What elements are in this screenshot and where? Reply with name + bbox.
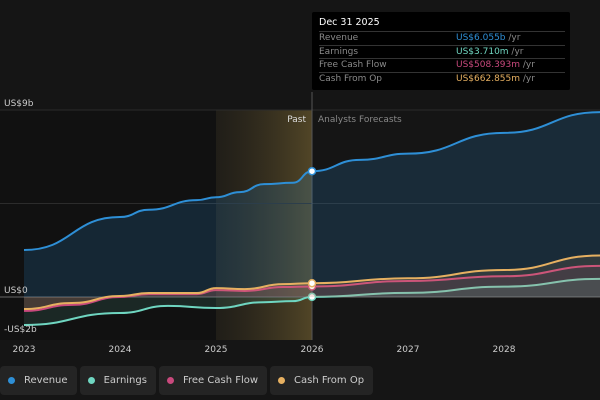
- y-tick-label: US$0: [4, 286, 28, 296]
- past-region: [0, 110, 216, 340]
- x-tick-label: 2026: [301, 345, 324, 355]
- x-tick-label: 2025: [205, 345, 228, 355]
- legend-label: Cash From Op: [294, 375, 365, 386]
- legend: Revenue Earnings Free Cash Flow Cash From O…: [0, 366, 374, 395]
- legend-item-earnings[interactable]: Earnings: [79, 366, 156, 395]
- legend-item-cash-from-op[interactable]: Cash From Op: [270, 366, 374, 395]
- legend-item-revenue[interactable]: Revenue: [0, 366, 77, 395]
- tooltip-amount: US$6.055b: [456, 33, 506, 43]
- revenue-line: [23, 111, 600, 252]
- chart: US$9b US$0 -US$2b 2023 2024 2025 2026 2027 2028 P…: [0, 92, 600, 355]
- tooltip-label: Revenue: [319, 33, 359, 43]
- tooltip-label: Free Cash Flow: [319, 60, 387, 70]
- legend-label: Earnings: [103, 375, 147, 386]
- free-cash-flow-line: [23, 264, 600, 312]
- revenue-marker: [307, 166, 317, 176]
- forecast-label: Analysts Forecasts: [318, 115, 402, 125]
- legend-label: Revenue: [24, 375, 68, 386]
- y-tick-label: US$9b: [4, 99, 34, 109]
- tooltip-unit: /yr: [505, 33, 521, 43]
- legend-dot-icon: [278, 377, 286, 384]
- tooltip-amount: US$3.710m: [456, 46, 509, 57]
- tooltip-unit: /yr: [520, 60, 535, 70]
- tooltip: Dec 31 2025 Revenue US$6.055b /yr Earnings…: [312, 12, 570, 90]
- legend-item-free-cash-flow[interactable]: Free Cash Flow: [158, 366, 268, 395]
- past-label: Past: [287, 115, 306, 125]
- legend-dot-icon: [8, 377, 15, 384]
- earnings-line: [23, 277, 600, 327]
- earnings-marker: [307, 292, 317, 302]
- legend-label: Free Cash Flow: [182, 375, 259, 386]
- tooltip-value: US$3.710m /yr: [456, 47, 523, 57]
- tooltip-value: US$508.393m /yr: [456, 60, 535, 70]
- tooltip-label: Cash From Op: [319, 73, 383, 84]
- tooltip-row: Free Cash Flow US$508.393m /yr: [319, 58, 565, 72]
- tooltip-value: US$662.855m /yr: [456, 74, 535, 84]
- tooltip-amount: US$508.393m: [456, 60, 521, 70]
- cash-from-op-area: [24, 255, 600, 310]
- x-tick-label: 2028: [493, 345, 516, 355]
- x-tick-label: 2024: [109, 345, 132, 355]
- tooltip-unit: /yr: [508, 46, 524, 57]
- tooltip-unit: /yr: [520, 73, 535, 84]
- tooltip-date: Dec 31 2025: [319, 17, 380, 28]
- tooltip-row: Earnings US$3.710m /yr: [319, 44, 565, 59]
- tooltip-label: Earnings: [319, 46, 359, 57]
- tooltip-value: US$6.055b /yr: [456, 33, 520, 43]
- x-tick-label: 2027: [397, 345, 420, 355]
- legend-dot-icon: [166, 377, 174, 384]
- legend-dot-icon: [87, 377, 95, 384]
- tooltip-row: Revenue US$6.055b /yr: [319, 31, 565, 45]
- cash-from-op-marker: [307, 278, 317, 288]
- revenue-area: [24, 112, 600, 297]
- cash-from-op-line: [23, 254, 600, 311]
- tooltip-amount: US$662.855m: [456, 73, 521, 84]
- tooltip-row: Cash From Op US$662.855m /yr: [319, 71, 565, 86]
- x-tick-label: 2023: [13, 345, 36, 355]
- y-tick-label: -US$2b: [4, 325, 37, 335]
